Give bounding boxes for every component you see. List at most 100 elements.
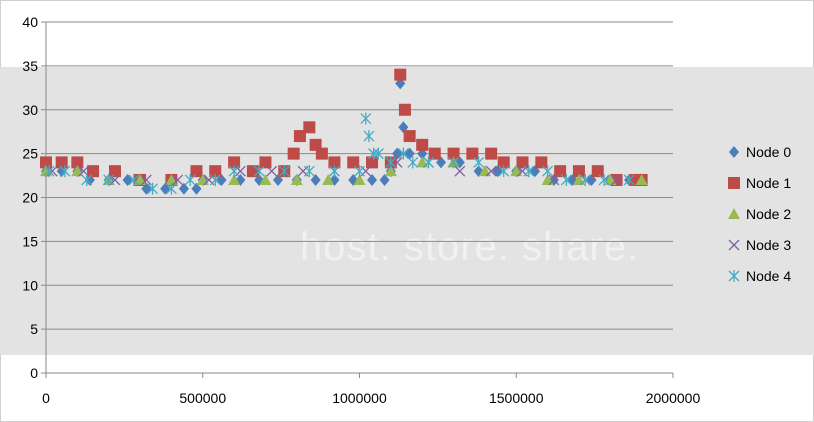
legend-marker-triangle [728,207,740,219]
point-node-4 [579,173,591,186]
point-node-4 [354,165,365,178]
y-tick-label: 40 [22,14,38,30]
point-node-1 [71,156,84,169]
point-node-2 [259,173,272,185]
point-node-3 [548,174,560,186]
point-node-1 [416,138,429,151]
point-node-0 [191,182,202,195]
legend-label: Node 2 [746,205,792,222]
point-node-1 [403,130,416,143]
point-node-4 [363,130,375,143]
y-tick-label: 5 [30,321,38,337]
point-node-3 [172,174,184,186]
point-node-2 [541,173,554,185]
point-node-1 [259,156,272,169]
point-node-3 [266,165,278,177]
legend-marker-square [728,176,740,189]
point-node-4 [184,173,196,186]
legend-item-node-0: Node 0 [726,136,812,167]
point-node-0 [122,173,133,186]
point-node-1 [303,121,316,134]
y-tick-label: 30 [22,102,38,118]
legend: Node 0 Node 1 Node 2 Node 3 Node 4 [726,136,812,286]
point-node-2 [134,173,147,185]
point-node-4 [128,173,140,186]
point-node-2 [71,165,84,177]
point-node-1 [447,147,460,160]
legend-item-node-2: Node 2 [726,198,812,229]
point-node-4 [59,165,71,178]
legend-label: Node 3 [746,236,792,253]
axes [41,21,674,378]
point-node-0 [367,173,378,186]
point-node-2 [416,156,429,168]
point-node-4 [407,156,419,169]
point-node-1 [190,165,203,178]
point-node-1 [497,156,510,169]
legend-item-node-4: Node 4 [726,260,812,291]
legend-label: Node 1 [746,174,792,191]
point-node-1 [87,165,100,178]
point-node-2 [384,165,397,177]
point-node-1 [228,156,241,169]
point-node-1 [347,156,360,169]
point-node-4 [448,156,460,169]
point-node-3 [140,174,152,186]
point-node-2 [228,173,241,185]
x-tick-label: 1500000 [489,390,544,406]
point-node-4 [560,173,572,186]
point-node-1 [428,147,441,160]
point-node-1 [293,130,306,143]
point-node-1 [209,165,222,178]
point-node-0 [379,173,390,186]
point-node-1 [535,156,548,169]
point-node-4 [228,165,240,178]
point-node-1 [394,68,407,81]
point-node-1 [246,165,259,178]
legend-label: Node 0 [746,143,792,160]
point-node-4 [81,173,93,186]
point-node-4 [423,156,434,169]
point-node-1 [287,147,300,160]
y-tick-label: 15 [22,233,38,249]
point-node-4 [360,112,372,125]
point-node-1 [516,156,529,169]
y-tick-label: 0 [30,365,38,381]
point-node-3 [611,174,623,186]
point-node-4 [303,165,315,178]
point-node-4 [43,165,55,178]
point-node-4 [103,173,115,186]
point-node-1 [315,147,328,160]
point-node-4 [473,156,485,169]
point-node-4 [385,156,397,169]
point-node-2 [353,173,366,185]
point-node-4 [147,182,159,195]
data-points [40,68,648,195]
point-node-1 [366,156,379,169]
point-node-1 [466,147,479,160]
point-node-2 [478,165,491,177]
point-node-2 [196,173,209,185]
legend-marker-x [728,239,740,250]
point-node-0 [178,182,189,195]
point-node-0 [310,173,321,186]
point-node-4 [523,165,535,178]
y-tick-label: 25 [22,146,38,162]
point-node-2 [165,173,178,185]
point-node-4 [328,165,340,178]
point-node-3 [454,165,466,177]
point-node-2 [322,173,335,185]
x-tick-label: 0 [42,390,50,406]
y-tick-label: 10 [22,277,38,293]
point-node-1 [572,165,585,178]
point-node-4 [498,165,510,178]
legend-label: Node 4 [746,267,792,284]
x-tick-label: 1000000 [332,390,387,406]
point-node-4 [623,173,635,186]
point-node-1 [485,147,498,160]
point-node-2 [290,173,303,185]
point-node-2 [572,173,585,185]
x-tick-label: 500000 [179,390,226,406]
point-node-4 [165,182,177,195]
